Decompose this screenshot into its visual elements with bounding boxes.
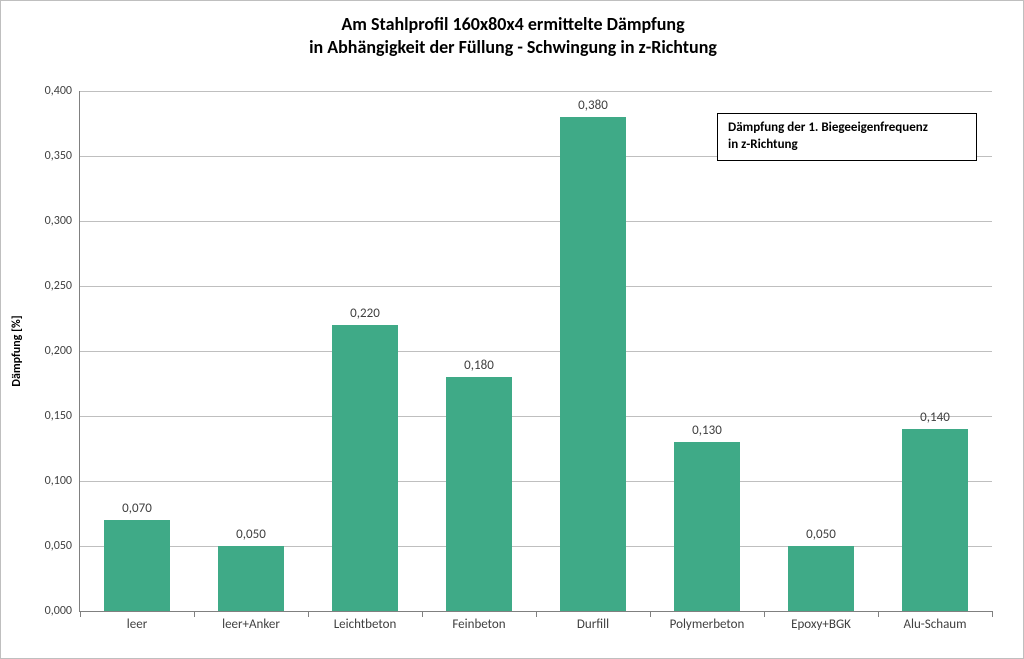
x-tick-label: Durfill <box>577 611 609 632</box>
y-tick-label: 0,100 <box>45 474 80 488</box>
gridline <box>80 91 992 92</box>
x-tick-label: Leichtbeton <box>334 611 397 632</box>
bar-value-label: 0,380 <box>578 98 608 117</box>
x-tick-mark <box>992 611 993 617</box>
x-tick-mark <box>194 611 195 617</box>
x-tick-mark <box>308 611 309 617</box>
bar-value-label: 0,180 <box>464 358 494 377</box>
gridline <box>80 546 992 547</box>
bar-value-label: 0,130 <box>692 423 722 442</box>
x-tick-mark <box>536 611 537 617</box>
x-tick-mark <box>80 611 81 617</box>
bar: 0,070 <box>104 520 170 611</box>
x-tick-mark <box>422 611 423 617</box>
x-tick-label: Alu-Schaum <box>903 611 966 632</box>
bar-value-label: 0,070 <box>122 501 152 520</box>
y-tick-label: 0,250 <box>45 279 80 293</box>
x-tick-label: Polymerbeton <box>670 611 745 632</box>
gridline <box>80 221 992 222</box>
y-tick-label: 0,300 <box>45 214 80 228</box>
bar-value-label: 0,050 <box>806 527 836 546</box>
x-tick-label: leer <box>127 611 147 632</box>
bar-value-label: 0,050 <box>236 527 266 546</box>
bar: 0,050 <box>788 546 854 611</box>
gridline <box>80 481 992 482</box>
bar: 0,380 <box>560 117 626 611</box>
chart-title: Am Stahlprofil 160x80x4 ermittelte Dämpf… <box>1 13 1024 58</box>
x-tick-mark <box>764 611 765 617</box>
y-tick-label: 0,200 <box>45 344 80 358</box>
y-tick-label: 0,400 <box>45 84 80 98</box>
y-tick-label: 0,000 <box>45 604 80 618</box>
legend-box: Dämpfung der 1. Biegeeigenfrequenz in z-… <box>717 113 977 161</box>
x-tick-label: Feinbeton <box>452 611 505 632</box>
bar: 0,130 <box>674 442 740 611</box>
plot-area: 0,0000,0500,1000,1500,2000,2500,3000,350… <box>79 91 992 612</box>
legend-line1: Dämpfung der 1. Biegeeigenfrequenz <box>728 120 928 135</box>
chart-title-line2: in Abhängigkeit der Füllung - Schwingung… <box>309 36 717 58</box>
x-tick-label: Epoxy+BGK <box>791 611 851 632</box>
bar-value-label: 0,140 <box>920 410 950 429</box>
bar-value-label: 0,220 <box>350 306 380 325</box>
bar: 0,220 <box>332 325 398 611</box>
bar: 0,180 <box>446 377 512 611</box>
gridline <box>80 286 992 287</box>
y-tick-label: 0,050 <box>45 539 80 553</box>
damping-bar-chart: Am Stahlprofil 160x80x4 ermittelte Dämpf… <box>0 0 1024 659</box>
chart-title-line1: Am Stahlprofil 160x80x4 ermittelte Dämpf… <box>341 13 684 35</box>
x-tick-mark <box>650 611 651 617</box>
y-axis-title: Dämpfung [%] <box>10 315 24 386</box>
y-tick-label: 0,150 <box>45 409 80 423</box>
legend-line2: in z-Richtung <box>728 137 798 152</box>
gridline <box>80 416 992 417</box>
bar: 0,050 <box>218 546 284 611</box>
gridline <box>80 351 992 352</box>
x-tick-label: leer+Anker <box>222 611 280 632</box>
x-tick-mark <box>878 611 879 617</box>
bar: 0,140 <box>902 429 968 611</box>
y-tick-label: 0,350 <box>45 149 80 163</box>
